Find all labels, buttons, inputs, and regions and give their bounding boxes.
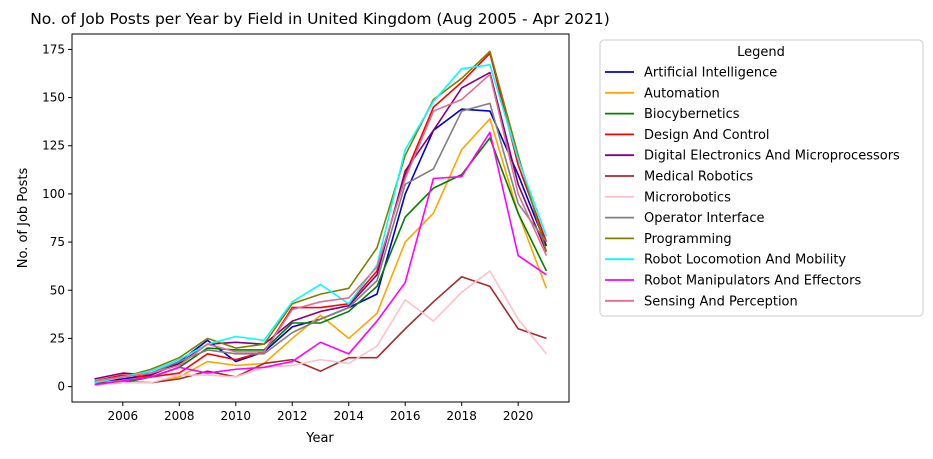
legend-label-automation: Automation xyxy=(644,86,720,101)
series-line-robot-manipulators-and-effectors xyxy=(94,131,547,386)
legend-title: Legend xyxy=(737,45,785,60)
series-line-microrobotics xyxy=(94,270,548,386)
legend-box xyxy=(599,39,924,317)
x-tick-label: 2016 xyxy=(390,409,421,423)
series-line-programming xyxy=(94,50,548,384)
series-line-robot-locomotion-and-mobility xyxy=(94,64,548,384)
legend-label-programming: Programming xyxy=(644,232,732,247)
y-tick-label: 25 xyxy=(50,331,65,345)
legend-label-operator-interface: Operator Interface xyxy=(644,211,765,226)
x-tick-label: 2010 xyxy=(221,409,252,423)
series-line-biocybernetics xyxy=(94,137,548,386)
series-lines xyxy=(94,50,548,386)
y-tick-label: 50 xyxy=(50,283,65,297)
x-tick-label: 2006 xyxy=(108,409,139,423)
legend-label-digital-electronics-and-microprocessors: Digital Electronics And Microprocessors xyxy=(644,149,900,164)
legend-label-design-and-control: Design And Control xyxy=(644,128,770,143)
y-tick-label: 150 xyxy=(42,91,65,105)
legend-label-sensing-and-perception: Sensing And Perception xyxy=(644,294,798,309)
y-tick-label: 75 xyxy=(50,235,65,249)
series-line-medical-robotics xyxy=(94,275,547,384)
legend: Legend Artificial Intelligence Automation… xyxy=(599,39,924,317)
x-axis-label: Year xyxy=(305,431,334,446)
x-tick-label: 2020 xyxy=(503,409,534,423)
y-axis-label: No. of Job Posts xyxy=(16,168,31,269)
legend-label-medical-robotics: Medical Robotics xyxy=(644,170,753,185)
legend-label-biocybernetics: Biocybernetics xyxy=(644,107,740,122)
y-tick-label: 175 xyxy=(42,42,65,56)
chart-title: No. of Job Posts per Year by Field in Un… xyxy=(30,10,610,28)
series-line-digital-electronics-and-microprocessors xyxy=(94,71,548,380)
y-tick-label: 0 xyxy=(57,380,65,394)
x-tick-label: 2018 xyxy=(446,409,477,423)
legend-label-artificial-intelligence: Artificial Intelligence xyxy=(644,66,777,81)
series-line-automation xyxy=(94,117,548,384)
series-line-design-and-control xyxy=(94,52,548,382)
legend-label-microrobotics: Microrobotics xyxy=(644,190,731,205)
y-tick-label: 100 xyxy=(42,187,65,201)
plot-area xyxy=(71,33,570,403)
x-tick-label: 2008 xyxy=(164,409,195,423)
legend-items: Artificial Intelligence Automation Biocybe… xyxy=(605,66,900,309)
x-tick-label: 2012 xyxy=(277,409,308,423)
x-axis-ticks: 2006 2008 2010 2012 2014 2016 2018 2020 xyxy=(108,402,534,423)
x-tick-label: 2014 xyxy=(333,409,364,423)
legend-label-robot-manipulators-and-effectors: Robot Manipulators And Effectors xyxy=(644,274,861,289)
series-line-operator-interface xyxy=(94,102,548,382)
y-axis-ticks: 0 25 50 75 100 125 150 175 xyxy=(42,42,72,394)
legend-label-robot-locomotion-and-mobility: Robot Locomotion And Mobility xyxy=(644,253,846,268)
y-tick-label: 125 xyxy=(42,139,65,153)
series-line-sensing-and-perception xyxy=(94,73,548,382)
